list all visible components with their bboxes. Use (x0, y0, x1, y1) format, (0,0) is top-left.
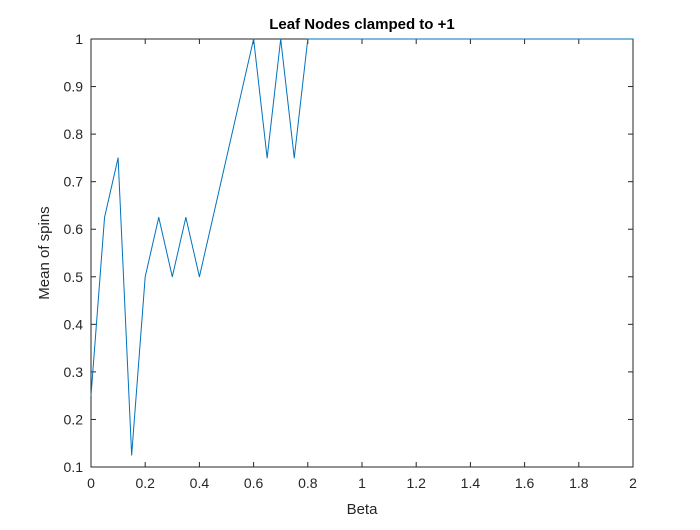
x-axis-label: Beta (347, 501, 379, 518)
x-tick-label: 0.8 (298, 475, 318, 491)
x-tick-label: 0.6 (244, 475, 264, 491)
x-tick-label: 1.6 (515, 475, 535, 491)
x-tick-label: 1 (358, 475, 366, 491)
x-tick-label: 1.4 (461, 475, 481, 491)
y-tick-label: 0.7 (64, 174, 84, 190)
x-tick-label: 2 (629, 475, 637, 491)
chart-title: Leaf Nodes clamped to +1 (269, 16, 454, 33)
y-tick-label: 1 (75, 31, 83, 47)
x-tick-label: 1.2 (406, 475, 426, 491)
y-tick-label: 0.2 (64, 411, 84, 427)
y-tick-label: 0.9 (64, 79, 84, 95)
plot-area: 0 0.2 0.4 0.6 0.8 1 1.2 1.4 1.6 1.8 2 0.1 0.2 0.3 0.4 0… (64, 31, 638, 491)
y-tick-label: 0.4 (64, 316, 84, 332)
x-tick-label: 0 (87, 475, 95, 491)
x-tick-label: 1.8 (569, 475, 589, 491)
y-tick-label: 0.6 (64, 221, 84, 237)
y-tick-label: 0.3 (64, 364, 84, 380)
series-line-0 (90, 38, 633, 456)
y-axis-label: Mean of spins (36, 206, 53, 299)
axes-box (90, 38, 634, 468)
x-tick-label: 0.4 (190, 475, 210, 491)
y-tick-label: 0.1 (64, 459, 84, 475)
y-tick-label: 0.8 (64, 126, 84, 142)
x-tick-label: 0.2 (135, 475, 155, 491)
y-tick-label: 0.5 (64, 269, 84, 285)
